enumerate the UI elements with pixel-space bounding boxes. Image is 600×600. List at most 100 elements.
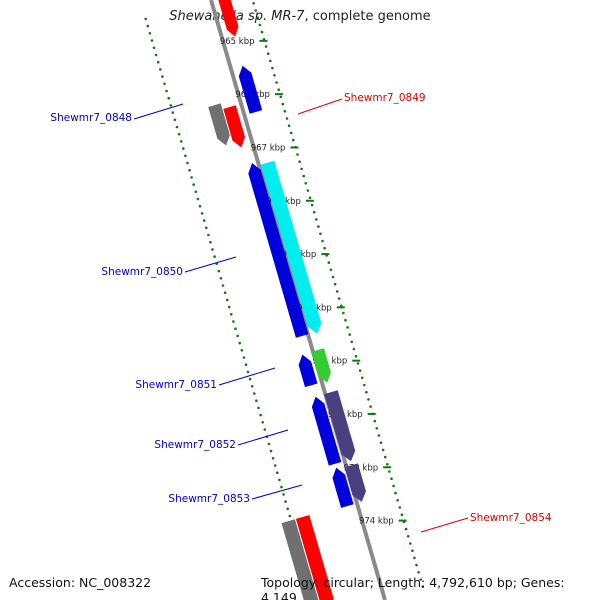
scale-dot: [159, 68, 162, 71]
map-title: Shewanella sp. MR-7, complete genome: [0, 9, 600, 24]
scale-dot: [400, 513, 404, 516]
scale-dot: [300, 167, 303, 171]
scale-dot: [219, 277, 223, 280]
scale-dot: [202, 219, 206, 222]
scale-dot: [306, 189, 310, 192]
scale-dot: [258, 23, 262, 27]
scale-dot: [406, 535, 410, 538]
scale-dot: [192, 183, 195, 186]
scale-dot: [198, 204, 202, 208]
scale-dot: [310, 203, 314, 207]
scale-dot: [312, 210, 316, 214]
gene-label: Shewmr7_0854: [470, 512, 552, 524]
scale-dot: [304, 182, 308, 185]
scale-dot: [223, 291, 227, 295]
scale-dot: [167, 96, 170, 100]
gene-label-leader: [297, 98, 343, 115]
scale-dot: [264, 45, 268, 48]
scale-dot: [275, 81, 278, 84]
scale-dot: [188, 168, 191, 172]
scale-dot: [350, 340, 354, 344]
scale-dot: [280, 485, 283, 489]
scale-dot: [356, 362, 360, 365]
gene-arrow-blue: [248, 163, 309, 338]
scale-dot: [209, 240, 212, 244]
scale-dot: [259, 413, 262, 417]
scale-dot: [348, 333, 352, 336]
scale-dot: [271, 457, 275, 460]
scale-dot: [236, 334, 239, 338]
scale-dot: [388, 470, 391, 473]
scale-dot: [321, 239, 324, 243]
scale-tick-label: 967 kbp: [251, 143, 286, 153]
scale-dot: [207, 233, 210, 237]
scale-dot: [271, 66, 274, 70]
scale-dot: [161, 75, 164, 78]
scale-dot: [254, 9, 257, 12]
gene-label: Shewmr7_0849: [344, 92, 426, 104]
scale-dot: [344, 318, 347, 322]
scale-dot: [273, 74, 276, 77]
scale-dot: [285, 117, 289, 120]
scale-dot: [253, 392, 256, 395]
scale-dot: [315, 218, 318, 221]
scale-dot: [369, 405, 372, 408]
gene-label-leader: [251, 484, 303, 500]
scale-dot: [248, 377, 252, 381]
scale-dot: [296, 153, 299, 156]
scale-dot: [292, 138, 295, 142]
scale-dot: [250, 385, 254, 388]
scale-dot: [152, 46, 156, 50]
scale-dot: [267, 442, 271, 446]
scale-dot: [182, 147, 185, 150]
scale-dot: [169, 104, 173, 107]
scale-dot: [273, 464, 277, 467]
scale-dot: [284, 500, 287, 503]
gene-label-leader: [420, 517, 469, 533]
scale-dot: [256, 16, 260, 20]
scale-dot: [329, 268, 333, 272]
scale-dot: [379, 441, 383, 445]
scale-dot: [230, 313, 233, 316]
gene-label: Shewmr7_0848: [50, 112, 132, 124]
gene-arrow-red: [218, 0, 239, 37]
accession-text: Accession: NC_008322: [9, 575, 152, 590]
scale-dot: [281, 102, 285, 106]
gene-label: Shewmr7_0853: [168, 493, 250, 505]
scale-dot: [213, 255, 216, 258]
scale-dot: [404, 527, 408, 531]
scale-dot: [217, 269, 221, 273]
scale-tick-label: 971 kbp: [313, 357, 348, 367]
scale-dot: [244, 363, 248, 367]
scale-dot: [286, 507, 290, 511]
scale-dot: [257, 406, 260, 410]
scale-dot: [319, 232, 322, 236]
scale-dot: [186, 161, 189, 165]
scale-dot: [277, 88, 281, 91]
scale-dot: [363, 383, 366, 387]
scale-tick-label: 972 kbp: [328, 410, 363, 420]
scale-dot: [225, 298, 229, 302]
scale-dot: [156, 60, 160, 64]
scale-dot: [346, 326, 349, 329]
scale-dot: [266, 52, 270, 55]
scale-dot: [163, 82, 166, 86]
scale-dot: [255, 399, 258, 403]
scale-dot: [269, 59, 272, 63]
scale-dot: [342, 311, 345, 315]
scale-dot: [365, 390, 368, 394]
scale-dot: [238, 341, 241, 345]
scale-dot: [205, 226, 208, 230]
scale-dot: [283, 110, 287, 113]
scale-dot: [287, 124, 291, 127]
scale-dot: [171, 111, 175, 114]
scale-dot: [289, 131, 293, 135]
gene-arrow-blue: [332, 467, 354, 508]
gene-label: Shewmr7_0850: [101, 266, 183, 278]
scale-dot: [148, 32, 152, 35]
scale-dot: [146, 24, 150, 28]
scale-dot: [173, 118, 177, 122]
scale-dot: [392, 484, 395, 488]
scale-dot: [354, 354, 358, 358]
